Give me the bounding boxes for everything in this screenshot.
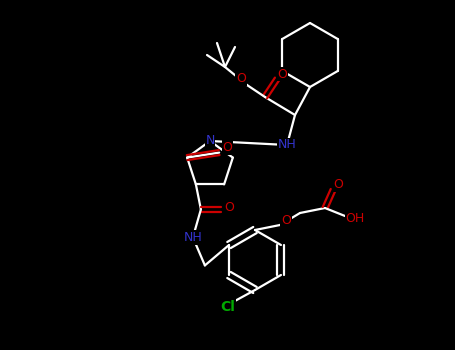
Text: O: O [222, 141, 232, 154]
Text: Cl: Cl [221, 300, 235, 314]
Text: O: O [277, 68, 287, 80]
Text: O: O [236, 72, 246, 85]
Text: O: O [224, 201, 234, 214]
Text: O: O [333, 178, 343, 191]
Text: O: O [281, 215, 291, 228]
Text: NH: NH [183, 231, 202, 244]
Text: N: N [205, 134, 215, 147]
Text: OH: OH [345, 212, 364, 225]
Text: NH: NH [278, 139, 296, 152]
